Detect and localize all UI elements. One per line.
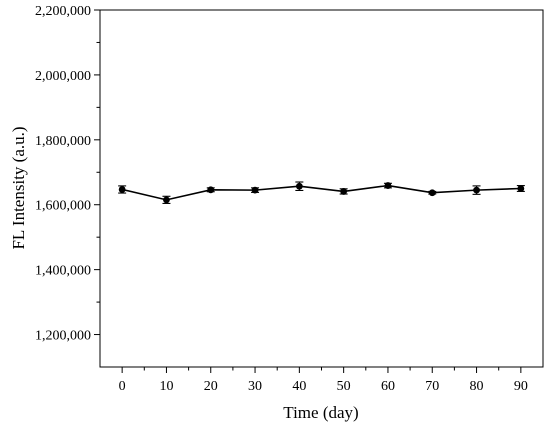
data-points — [118, 182, 525, 204]
data-point — [428, 189, 436, 197]
x-tick-label: 90 — [514, 379, 528, 394]
x-tick-label: 60 — [381, 379, 395, 394]
error-bars — [118, 181, 525, 204]
y-axis-tick-labels: 1,200,000 1,400,000 1,600,000 1,800,000 2,00… — [35, 4, 91, 344]
x-axis-tick-labels: 0 10 20 30 40 50 60 70 80 90 — [119, 379, 528, 394]
data-point — [163, 196, 170, 204]
x-tick-label: 10 — [159, 379, 173, 394]
data-point — [207, 186, 215, 194]
y-tick-label: 2,200,000 — [35, 4, 91, 19]
data-point — [517, 185, 525, 192]
data-point — [295, 182, 303, 190]
x-tick-label: 20 — [204, 379, 218, 394]
series-line — [121, 184, 521, 201]
y-axis-title: FL Intensity (a.u.) — [9, 126, 28, 249]
x-tick-label: 80 — [470, 379, 484, 394]
data-point — [118, 186, 126, 193]
x-axis-title: Time (day) — [283, 403, 358, 422]
x-tick-label: 70 — [425, 379, 439, 394]
data-point — [473, 186, 480, 194]
x-tick-label: 40 — [292, 379, 306, 394]
y-tick-label: 2,000,000 — [35, 69, 91, 84]
data-point — [340, 188, 348, 195]
y-axis-ticks — [94, 9, 100, 336]
y-tick-label: 1,400,000 — [35, 264, 91, 279]
x-tick-label: 0 — [119, 379, 126, 394]
y-tick-label: 1,200,000 — [35, 329, 91, 344]
y-tick-label: 1,600,000 — [35, 199, 91, 214]
y-tick-label: 1,800,000 — [35, 134, 91, 149]
x-tick-label: 30 — [248, 379, 262, 394]
x-tick-label: 50 — [337, 379, 351, 394]
data-point — [384, 182, 392, 189]
x-axis-ticks — [121, 367, 522, 373]
data-point — [251, 186, 259, 194]
